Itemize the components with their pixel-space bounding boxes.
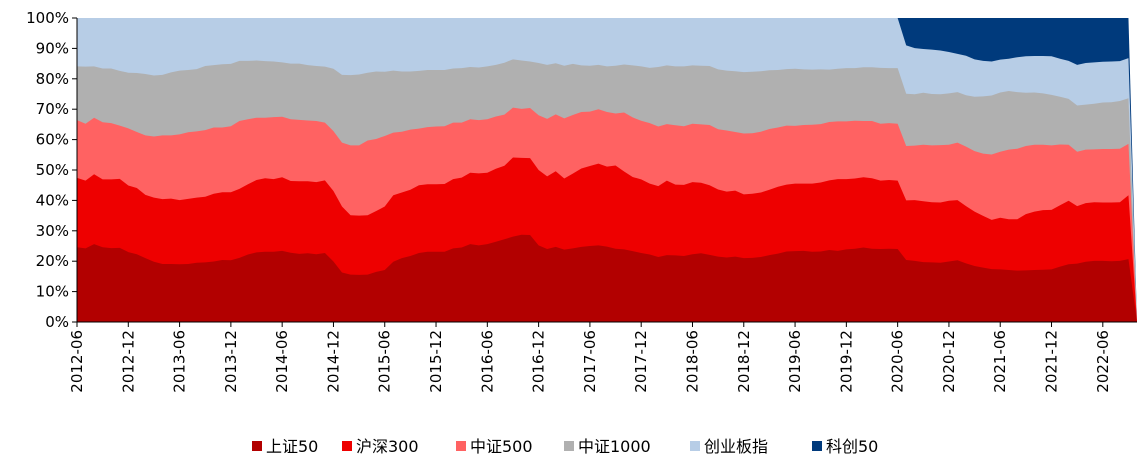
legend-swatch-hs300: [342, 441, 352, 451]
legend-swatch-kc50: [812, 441, 822, 451]
x-tick-label: 2013-06: [171, 330, 189, 393]
x-tick-label: 2016-06: [478, 330, 496, 393]
x-tick-label: 2017-06: [581, 330, 599, 393]
x-tick-label: 2015-06: [376, 330, 394, 393]
y-tick-label: 40%: [36, 191, 69, 209]
legend-label-hs300: 沪深300: [356, 437, 419, 456]
x-tick-label: 2012-06: [68, 330, 86, 393]
x-tick-label: 2012-12: [119, 330, 137, 393]
x-tick-label: 2015-12: [427, 330, 445, 393]
y-axis-ticks: 0% 10% 20% 30% 40% 50% 60% 70% 80% 90% 100%: [26, 9, 77, 331]
x-tick-label: 2018-12: [735, 330, 753, 393]
x-tick-label: 2021-12: [1043, 330, 1061, 393]
legend-label-sz50: 上证50: [266, 437, 318, 456]
x-tick-label: 2020-06: [889, 330, 907, 393]
y-tick-label: 50%: [36, 161, 69, 179]
x-tick-label: 2017-12: [632, 330, 650, 393]
x-tick-label: 2019-06: [786, 330, 804, 393]
legend-swatch-sz50: [252, 441, 262, 451]
x-tick-label: 2018-06: [683, 330, 701, 393]
legend: 上证50 沪深300 中证500 中证1000 创业板指 科创50: [252, 437, 878, 456]
x-tick-label: 2014-06: [273, 330, 291, 393]
y-tick-label: 60%: [36, 131, 69, 149]
legend-label-zz1000: 中证1000: [578, 437, 651, 456]
x-tick-label: 2016-12: [530, 330, 548, 393]
legend-swatch-cybz: [690, 441, 700, 451]
legend-swatch-zz1000: [564, 441, 574, 451]
legend-label-zz500: 中证500: [470, 437, 533, 456]
x-tick-label: 2022-06: [1094, 330, 1112, 393]
area-series-sz50: [77, 234, 1137, 322]
x-tick-label: 2013-12: [222, 330, 240, 393]
x-tick-label: 2020-12: [940, 330, 958, 393]
legend-label-cybz: 创业板指: [704, 437, 768, 456]
y-tick-label: 10%: [36, 283, 69, 301]
x-axis-ticks: 2012-06 2012-12 2013-06 2013-12 2014-06 2014-…: [68, 322, 1112, 393]
y-tick-label: 80%: [36, 70, 69, 88]
y-tick-label: 100%: [26, 9, 69, 27]
y-tick-label: 30%: [36, 222, 69, 240]
y-tick-label: 20%: [36, 252, 69, 270]
legend-swatch-zz500: [456, 441, 466, 451]
x-tick-label: 2014-12: [324, 330, 342, 393]
area-series-group: [77, 18, 1137, 323]
y-tick-label: 0%: [45, 313, 69, 331]
y-tick-label: 70%: [36, 100, 69, 118]
legend-label-kc50: 科创50: [826, 437, 878, 456]
y-tick-label: 90%: [36, 39, 69, 57]
x-tick-label: 2021-06: [991, 330, 1009, 393]
x-tick-label: 2019-12: [837, 330, 855, 393]
